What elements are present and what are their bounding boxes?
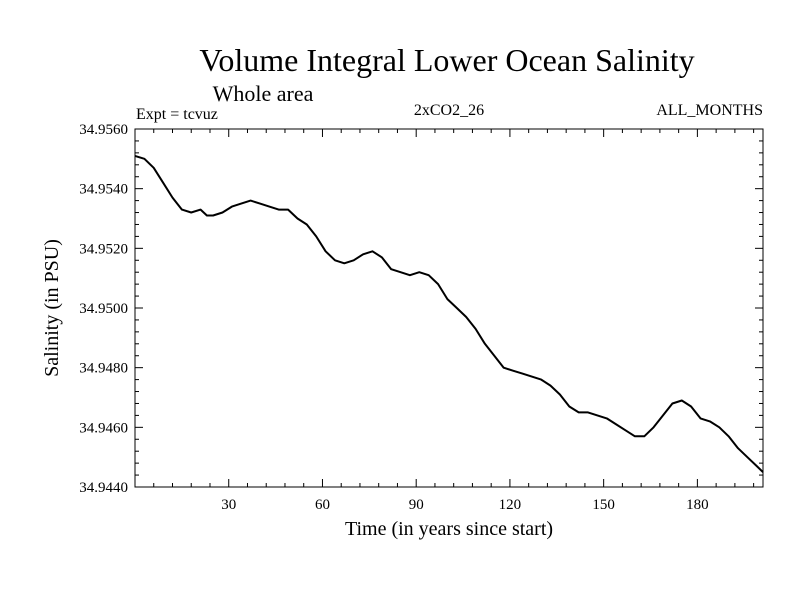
x-tick-label: 90: [409, 497, 424, 513]
y-tick-label: 34.9480: [79, 361, 128, 377]
x-tick-label: 60: [315, 497, 330, 513]
x-tick-label: 30: [221, 497, 236, 513]
chart-title: Volume Integral Lower Ocean Salinity: [199, 42, 694, 78]
y-tick-label: 34.9520: [79, 241, 128, 257]
y-tick-label: 34.9560: [79, 122, 128, 138]
x-tick-label: 180: [686, 497, 709, 513]
run-label: 2xCO2_26: [414, 102, 484, 119]
y-tick-labels: 34.9440 34.9460 34.9480 34.9500 34.9520 34.95…: [79, 122, 128, 496]
axis-ticks: [135, 129, 763, 487]
y-tick-label: 34.9540: [79, 182, 128, 198]
x-tick-labels: 30 60 90 120 150 180: [221, 497, 708, 513]
chart-subtitle: Whole area: [213, 81, 314, 106]
salinity-line: [134, 154, 764, 473]
months-label: ALL_MONTHS: [656, 102, 763, 119]
x-tick-label: 150: [592, 497, 615, 513]
plot-frame: [134, 128, 764, 488]
y-axis-label: Salinity (in PSU): [41, 239, 63, 377]
y-tick-label: 34.9500: [79, 301, 128, 317]
experiment-label: Expt = tcvuz: [136, 106, 218, 123]
x-tick-label: 120: [499, 497, 522, 513]
y-tick-label: 34.9460: [79, 420, 128, 436]
x-axis-label: Time (in years since start): [345, 518, 553, 540]
y-tick-label: 34.9440: [79, 480, 128, 496]
